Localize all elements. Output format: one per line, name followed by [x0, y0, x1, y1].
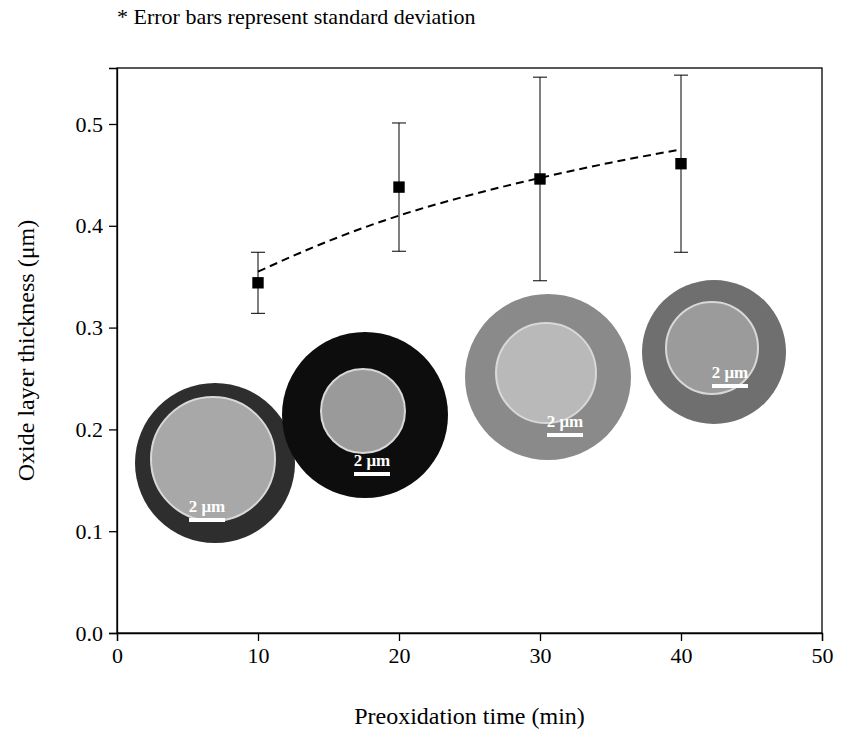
insets: 2 μm 2 μm 2 μm 2 μm — [135, 280, 786, 543]
error-bar-cap — [533, 77, 547, 78]
data-layer — [251, 75, 688, 313]
data-point — [393, 181, 404, 192]
tick: 10 — [248, 633, 270, 668]
error-bar-cap — [674, 252, 688, 253]
tick-label: 10 — [248, 643, 270, 668]
tick: 0 — [112, 633, 123, 668]
tick: 0.0 — [76, 621, 118, 646]
tick-label: 0 — [112, 643, 123, 668]
tick: 0.3 — [76, 315, 118, 340]
y-axis-title: Oxide layer thickness (μm) — [13, 220, 39, 481]
inset: 2 μm — [465, 294, 631, 460]
tick-mark — [109, 429, 117, 430]
tick-mark — [109, 531, 117, 532]
tick-mark — [399, 633, 400, 641]
inset-background — [642, 280, 786, 424]
error-bar — [392, 123, 406, 251]
inset-background — [135, 383, 295, 543]
inset-background — [465, 294, 631, 460]
axis-line — [109, 69, 118, 634]
error-bar-cap — [251, 313, 265, 314]
inset-background — [282, 332, 448, 498]
data-point — [534, 173, 545, 184]
error-bar — [251, 252, 265, 313]
tick-mark — [258, 633, 259, 641]
axis-line — [118, 634, 823, 642]
chart: 010203040500.00.10.20.30.40.52 μm2 μm2 μ… — [0, 0, 845, 744]
tick-label: 0.1 — [76, 519, 104, 544]
error-bar-cap — [533, 280, 547, 281]
tick-mark — [109, 327, 117, 328]
error-bar-cap — [392, 122, 406, 123]
error-bar — [674, 75, 688, 252]
tick: 0.5 — [76, 112, 118, 137]
plot-frame — [117, 68, 822, 633]
error-bar-cap — [392, 251, 406, 252]
tick-label: 0.0 — [76, 621, 104, 646]
inset: 2 μm — [642, 280, 786, 424]
inset-particle — [151, 397, 275, 521]
tick-label: 50 — [812, 643, 834, 668]
tick: 0.2 — [76, 417, 118, 442]
tick-mark — [117, 633, 118, 641]
tick-mark — [109, 226, 117, 227]
scale-bar — [547, 433, 583, 437]
tick-mark — [109, 124, 117, 125]
inset: 2 μm — [135, 383, 295, 543]
tick-label: 0.4 — [76, 213, 104, 238]
x-axis: 0 10 20 30 40 50 — [112, 633, 834, 668]
tick-label: 40 — [671, 643, 693, 668]
scale-bar — [712, 384, 748, 388]
tick: 30 — [530, 633, 552, 668]
scale-bar — [354, 472, 390, 476]
scale-bar — [189, 518, 225, 522]
tick: 50 — [812, 633, 834, 668]
y-axis: 0.0 0.1 0.2 0.3 0.4 0.5 — [76, 69, 118, 646]
inset-particle — [496, 323, 596, 423]
data-point — [252, 277, 263, 288]
scale-bar-label: 2 μm — [712, 363, 749, 382]
error-bar-cap — [251, 252, 265, 253]
tick-label: 30 — [530, 643, 552, 668]
tick-mark — [822, 633, 823, 641]
tick-mark — [540, 633, 541, 641]
tick-label: 0.2 — [76, 417, 104, 442]
tick-mark — [681, 633, 682, 641]
tick: 20 — [389, 633, 411, 668]
inset: 2 μm — [282, 332, 448, 498]
error-bar-cap — [674, 75, 688, 76]
x-axis-title: Preoxidation time (min) — [354, 703, 585, 729]
tick-label: 0.5 — [76, 112, 104, 137]
tick: 0.4 — [76, 213, 118, 238]
tick-mark — [109, 633, 117, 634]
plot: 0 10 20 30 40 50 0.0 0.1 0.2 0.3 0.4 0.5 — [76, 68, 834, 668]
tick-label: 0.3 — [76, 315, 104, 340]
data-point — [675, 158, 686, 169]
annotation: * Error bars represent standard deviatio… — [117, 4, 476, 29]
inset-particle — [321, 369, 405, 453]
scale-bar-label: 2 μm — [354, 451, 391, 470]
tick-label: 20 — [389, 643, 411, 668]
tick: 0.1 — [76, 519, 118, 544]
inset-particle — [666, 302, 758, 394]
error-bar — [533, 77, 547, 281]
fit-line — [258, 149, 681, 271]
scale-bar-label: 2 μm — [547, 412, 584, 431]
scale-bar-label: 2 μm — [189, 497, 226, 516]
tick: 40 — [671, 633, 693, 668]
